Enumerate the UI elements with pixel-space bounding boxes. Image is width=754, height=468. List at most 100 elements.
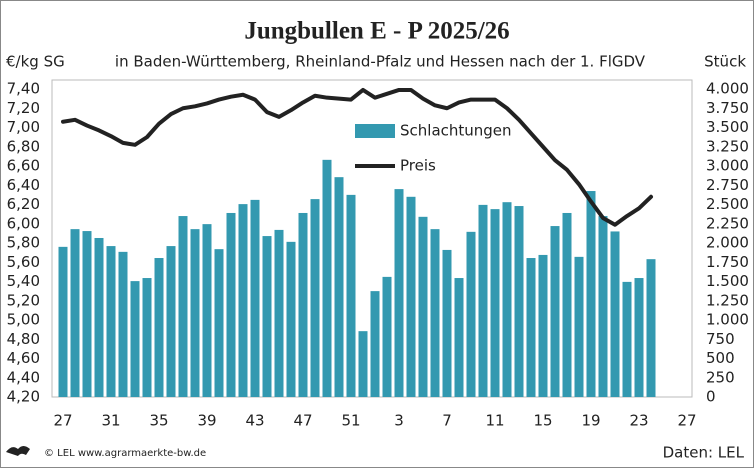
bar [214,249,224,397]
y-tick-label: 4,80 [7,330,40,348]
y2-tick-label: 750 [706,330,735,348]
y-tick-label: 5,40 [7,272,40,290]
bar [394,189,404,397]
bar [190,229,200,397]
y-tick-label: 7,20 [7,99,40,117]
y2-tick-label: 1.000 [706,311,749,329]
y2-tick-label: 1.250 [706,291,749,309]
x-tick-label: 23 [629,412,648,430]
y2-axis-label: Stück [704,53,746,71]
bar [118,251,128,397]
y-tick-label: 6,40 [7,176,40,194]
bar [202,224,212,397]
bar [526,258,536,397]
bar [622,281,632,397]
y-tick-label: 6,00 [7,214,40,232]
source: Daten: LEL [663,444,745,462]
logo [6,446,30,456]
bar [226,212,236,397]
y2-tick-label: 4.000 [706,80,749,98]
copyright: © LEL www.agrarmaerkte-bw.de [44,448,206,459]
x-tick-label: 39 [197,412,216,430]
y-tick-label: 4,40 [7,368,40,386]
x-tick-label: 43 [245,412,264,430]
y-tick-label: 5,20 [7,291,40,309]
y-tick-label: 5,60 [7,253,40,271]
bar [634,278,644,397]
bar [322,159,332,397]
bar [298,212,308,397]
bar [142,278,152,397]
bar [334,177,344,397]
y-tick-label: 4,20 [7,388,40,406]
bar [502,202,512,397]
bar [598,216,608,397]
y2-tick-label: 500 [706,349,735,367]
bar [166,246,176,397]
bar [442,249,452,397]
bar [562,212,572,397]
bar [430,229,440,397]
x-tick-label: 7 [442,412,452,430]
bar [238,204,248,397]
bar [370,291,380,397]
bar [70,229,80,397]
price-line [61,87,653,227]
y2-tick-label: 1.750 [706,253,749,271]
bar [346,194,356,397]
bar [406,196,416,397]
x-tick-label: 31 [101,412,120,430]
x-tick-label: 19 [581,412,600,430]
bar [586,191,596,397]
bar [382,276,392,397]
bar [130,281,140,397]
bar [490,209,500,397]
subtitle: in Baden-Württemberg, Rheinland-Pfalz un… [115,53,646,71]
x-tick-label: 27 [53,412,72,430]
bar [646,259,656,397]
y2-tick-label: 2.000 [706,234,749,252]
y2-tick-label: 2.500 [706,195,749,213]
chart-title: Jungbullen E - P 2025/26 [244,18,509,45]
bar [94,237,104,397]
y2-tick-label: 2.250 [706,214,749,232]
x-tick-label: 47 [293,412,312,430]
bar [418,216,428,397]
bar [574,256,584,397]
y-axis-label: €/kg SG [6,53,65,71]
bar [82,231,92,397]
y-tick-label: 5,00 [7,311,40,329]
bar [466,231,476,397]
bar [478,204,488,397]
y-tick-label: 7,40 [7,80,40,98]
bar [262,236,272,397]
bar [358,331,368,397]
y-tick-label: 5,80 [7,234,40,252]
bar [610,231,620,397]
bar [154,258,164,397]
bar [250,199,260,397]
y2-tick-label: 3.750 [706,99,749,117]
x-tick-label: 51 [341,412,360,430]
y2-tick-label: 3.000 [706,157,749,175]
bar [454,278,464,397]
y-tick-label: 4,60 [7,349,40,367]
x-tick-label: 3 [394,412,404,430]
y2-tick-label: 250 [706,368,735,386]
y2-tick-label: 3.250 [706,137,749,155]
x-tick-label: 11 [485,412,504,430]
legend-swatch [355,124,395,138]
bar [178,216,188,397]
bar [274,229,284,397]
y2-tick-label: 0 [706,388,716,406]
bar [58,246,68,397]
bar [538,254,548,397]
x-tick-label: 15 [533,412,552,430]
y2-tick-label: 2.750 [706,176,749,194]
y-tick-label: 6,60 [7,157,40,175]
legend-label: Preis [400,157,436,175]
legend-label: Schlachtungen [400,122,512,140]
y-tick-label: 6,80 [7,137,40,155]
bar [514,206,524,397]
